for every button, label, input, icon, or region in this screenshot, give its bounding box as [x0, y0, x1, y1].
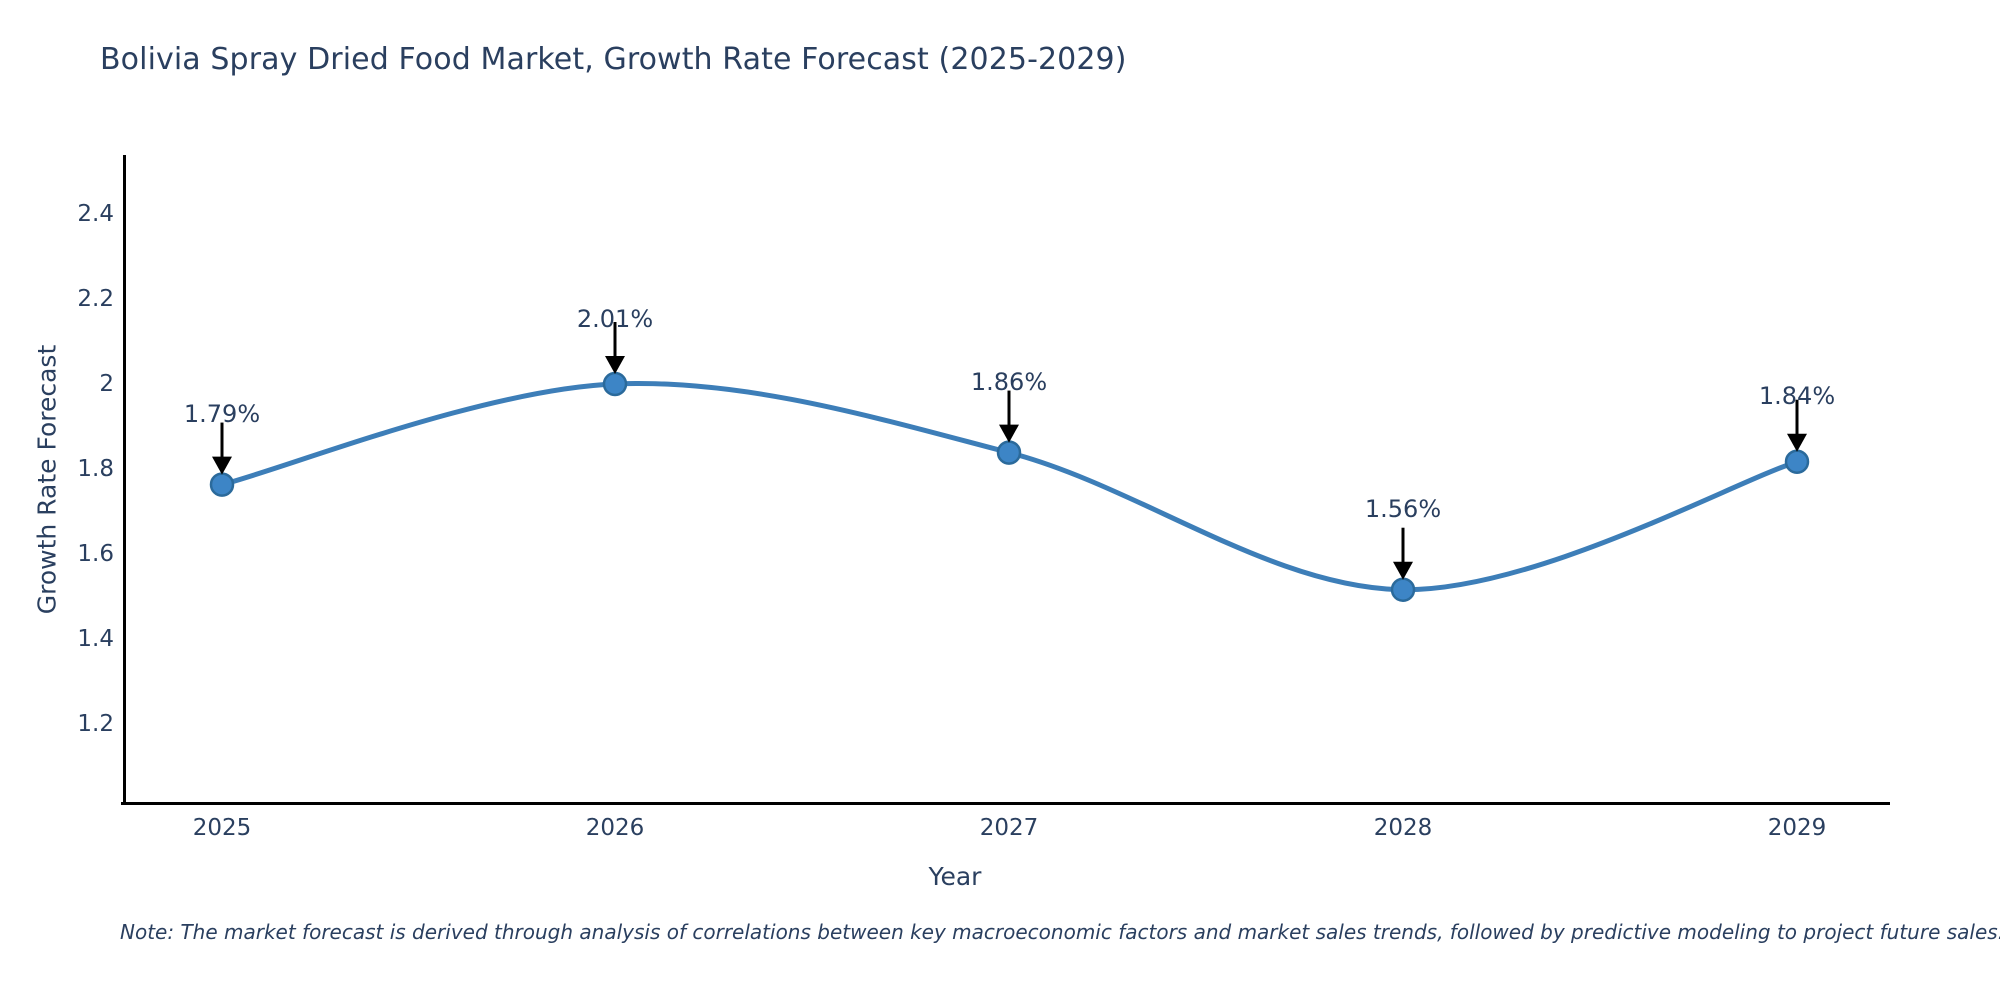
y-tick-label-5: 1.4 — [77, 626, 114, 652]
point-value-label-2029: 1.84% — [1758, 382, 1836, 410]
x-tick-label-2026: 2026 — [585, 815, 645, 841]
annotation-arrow-2025 — [212, 422, 232, 475]
x-axis-line — [121, 802, 1890, 805]
point-value-label-2028: 1.56% — [1364, 495, 1442, 523]
y-tick-label-6: 1.2 — [77, 711, 114, 737]
annotation-arrow-2029 — [1787, 399, 1807, 452]
x-tick-label-2028: 2028 — [1373, 815, 1433, 841]
point-value-label-2026: 2.01% — [576, 305, 654, 333]
arrow-head — [1787, 433, 1807, 452]
arrow-head — [999, 424, 1019, 443]
y-tick-label-3: 1.8 — [77, 456, 114, 482]
arrow-head — [605, 356, 625, 374]
point-value-label-2025: 1.79% — [183, 400, 261, 428]
x-axis-title-text: Year — [928, 862, 982, 891]
chart-title: Bolivia Spray Dried Food Market, Growth … — [100, 42, 1127, 77]
y-tick-label-0: 2.4 — [77, 201, 114, 227]
data-point-marker-2028[interactable] — [1390, 577, 1416, 602]
y-axis-line — [123, 155, 126, 805]
annotation-arrow-2027 — [999, 390, 1019, 443]
arrow-head — [1393, 561, 1413, 580]
y-tick-label-4: 1.6 — [77, 541, 114, 567]
x-tick-label-2029: 2029 — [1767, 815, 1827, 841]
data-point-marker-2027[interactable] — [996, 440, 1022, 465]
data-point-marker-2029[interactable] — [1784, 449, 1810, 474]
y-tick-label-1: 2.2 — [77, 286, 114, 312]
x-axis-title: Year — [0, 862, 2000, 891]
arrow-head — [212, 456, 232, 475]
annotation-arrow-2026 — [605, 322, 625, 374]
plot-area — [209, 322, 1810, 602]
y-tick-label-2: 2 — [99, 371, 114, 397]
data-point-marker-2026[interactable] — [602, 371, 628, 397]
annotation-arrows — [212, 322, 1807, 580]
point-value-label-2027: 1.86% — [970, 368, 1048, 396]
x-tick-label-2027: 2027 — [979, 815, 1039, 841]
data-point-marker-2025[interactable] — [209, 472, 235, 497]
x-tick-label-2025: 2025 — [192, 815, 252, 841]
annotation-arrow-2028 — [1393, 527, 1413, 580]
chart-footnote: Note: The market forecast is derived thr… — [120, 920, 2000, 944]
